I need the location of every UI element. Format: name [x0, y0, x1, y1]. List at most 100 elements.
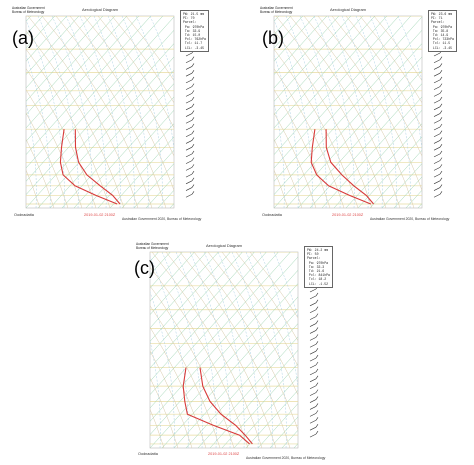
wind-barb [185, 66, 193, 70]
isotherm-line [26, 16, 163, 169]
isotherm-line [274, 16, 351, 102]
temperature-profile [325, 129, 375, 205]
dry-adiabat [150, 285, 235, 448]
dry-adiabat [26, 68, 97, 208]
wind-barb [309, 399, 317, 403]
wind-barb-flag [439, 177, 443, 181]
moist-adiabat [274, 19, 313, 208]
isotherm-line [333, 109, 422, 208]
wind-barb-flag [191, 70, 195, 74]
wind-barb [433, 187, 441, 191]
moist-adiabat [121, 16, 163, 208]
parcel-info-box: PW: 21.5 mm PI: 70 Parcel: Pa: 970hPa Ta… [180, 10, 209, 52]
moist-adiabat [135, 16, 174, 153]
wind-barb [185, 120, 193, 124]
isotherm-line [274, 16, 375, 129]
wind-barb [433, 173, 441, 178]
moist-adiabat [161, 252, 203, 448]
dry-adiabat [55, 16, 167, 208]
isotherm-line [274, 16, 399, 156]
dry-adiabat [193, 252, 298, 431]
wind-barb [309, 288, 317, 293]
wind-barb-flag [439, 83, 443, 87]
temperature-profile [74, 129, 121, 205]
isotherm-line [37, 56, 174, 208]
isotherm-line [274, 16, 363, 116]
wind-barb [309, 413, 317, 417]
isotherm-line [274, 43, 422, 208]
isotherm-line [121, 149, 174, 208]
wind-barb-flag [439, 123, 443, 128]
bom-header: Australian Government Bureau of Meteorol… [260, 6, 293, 14]
moist-adiabat [150, 255, 189, 448]
wind-barbs [309, 285, 319, 438]
isotherm-line [109, 136, 174, 208]
wind-barb [309, 364, 317, 369]
dry-adiabat [111, 16, 174, 104]
dry-adiabat [97, 16, 174, 129]
moist-adiabat [217, 252, 259, 448]
wind-barb-flag [191, 123, 195, 128]
wind-barb [185, 180, 193, 185]
isotherm-line [150, 252, 267, 382]
moist-adiabat [51, 16, 93, 208]
wind-barb-flag [315, 292, 319, 297]
diagram-title: Aerological Diagram [206, 243, 243, 248]
wind-barb-flag [315, 403, 319, 407]
wind-barb [185, 146, 193, 151]
moist-adiabat [26, 19, 65, 208]
dry-adiabat [26, 30, 125, 208]
wind-barb-flag [315, 368, 319, 373]
wind-barb-flag [191, 191, 195, 195]
wind-barb-flag [315, 396, 319, 400]
dry-adiabat [179, 252, 291, 448]
copyright-footer: Australian Government 2020, Bureau of Me… [370, 217, 450, 221]
wind-barb-flag [315, 348, 319, 352]
skewt-diagram-b [273, 15, 443, 209]
dry-adiabat [41, 16, 153, 208]
wind-barb [433, 79, 441, 84]
parcel-info-box: PW: 24.2 mm PI: 50 Parcel: Pa: 970hPa Ta… [304, 246, 333, 288]
observation-date: 2019-01-02 2100Z [84, 213, 116, 217]
wind-barb [185, 160, 193, 164]
wind-barb-flag [439, 137, 443, 141]
wind-barb-flag [315, 410, 319, 414]
dry-adiabat [249, 252, 298, 319]
wind-barb [433, 167, 441, 171]
bom-header: Australian Government Bureau of Meteorol… [12, 6, 45, 14]
panel-label-c: (c) [134, 258, 155, 278]
dry-adiabat [274, 48, 359, 208]
dewpoint-profile [310, 129, 372, 205]
dry-adiabat [165, 252, 277, 448]
wind-barb [309, 295, 317, 300]
wind-barb-flag [439, 90, 443, 94]
copyright-footer: Australian Government 2020, Bureau of Me… [246, 456, 326, 460]
wind-barb [309, 316, 317, 320]
dewpoint-profile [182, 367, 250, 445]
wind-barb-flag [191, 184, 195, 188]
dry-adiabat [69, 16, 174, 192]
wind-barb-flag [191, 137, 195, 141]
temperature-profile [199, 367, 253, 445]
moist-adiabat [369, 16, 411, 208]
isotherm-line [274, 16, 339, 89]
wind-barb [185, 72, 193, 77]
isotherm-line [150, 256, 298, 422]
isotherm-line [321, 96, 422, 208]
isotherm-line [274, 16, 315, 62]
wind-barb-flag [191, 63, 195, 67]
wind-barb [309, 433, 317, 438]
skewt-diagram-a [25, 15, 195, 209]
moist-adiabat [150, 339, 161, 448]
moist-adiabat [313, 16, 355, 208]
dry-adiabat [317, 16, 422, 192]
wind-barb-flag [191, 164, 195, 168]
wind-barb-flag [315, 334, 319, 338]
dry-adiabat [150, 408, 165, 448]
isotherm-line [233, 376, 298, 448]
wind-barb-flag [439, 117, 443, 121]
wind-barb [433, 93, 441, 97]
dry-adiabat [83, 16, 174, 157]
isotherm-line [150, 252, 243, 356]
moist-adiabat [355, 16, 397, 208]
